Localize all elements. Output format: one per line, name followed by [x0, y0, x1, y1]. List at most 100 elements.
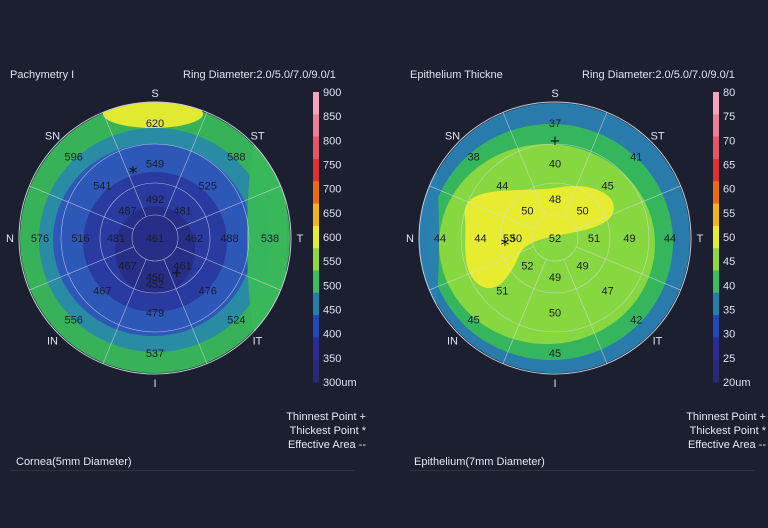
colorbar-swatch: [313, 315, 319, 338]
ring3-value: 42: [630, 314, 642, 326]
colorbar-tick-label: 30: [723, 329, 735, 341]
ring1-value: 49: [576, 261, 588, 273]
sector-line: [429, 246, 534, 291]
ring3-value: 537: [146, 348, 164, 360]
direction-label-s: S: [151, 88, 158, 100]
map-outer-ring: [18, 101, 292, 375]
ring3-value: 44: [664, 233, 676, 245]
sector-line: [102, 112, 147, 217]
effective-area-label: Effective Area --: [687, 439, 766, 451]
colorbar-swatch: [313, 158, 319, 182]
direction-label-in: IN: [447, 336, 458, 348]
ring3-value: 45: [468, 314, 480, 326]
ring3-value: 41: [630, 152, 642, 164]
colorbar-tick-label: 300um: [323, 377, 357, 389]
colorbar-swatch: [313, 337, 319, 361]
sector-line: [576, 185, 681, 230]
ring3-value: 588: [227, 152, 245, 164]
center-value: 52: [549, 233, 561, 245]
ring3-value: 37: [549, 118, 561, 130]
ring2-value: 47: [602, 286, 614, 298]
colorbar-tick-label: 70: [723, 135, 735, 147]
colorbar-swatch: [713, 225, 719, 249]
sector-line: [576, 246, 681, 291]
ring2-value: 50: [549, 308, 561, 320]
ring3-value: 45: [549, 348, 561, 360]
colorbar-tick-label: 350: [323, 353, 341, 365]
ring1-value: 461: [173, 261, 191, 273]
colorbar-swatch: [313, 359, 319, 383]
colorbar-swatch: [313, 92, 319, 115]
ring3-value: 44: [434, 233, 446, 245]
center-value: 461: [146, 233, 164, 245]
thickest-point-label: Thickest Point *: [689, 425, 766, 437]
colorbar-tick-label: 45: [723, 256, 735, 268]
direction-label-s: S: [551, 88, 558, 100]
sector-line: [29, 185, 134, 230]
colorbar-tick-label: 25: [723, 353, 735, 365]
direction-label-i: I: [553, 378, 556, 390]
colorbar-swatch: [313, 225, 319, 249]
direction-label-it: IT: [653, 336, 663, 348]
thinnest-point-label: Thinnest Point +: [686, 411, 766, 423]
colorbar-tick-label: 65: [723, 160, 735, 172]
colorbar-tick-label: 550: [323, 256, 341, 268]
ring2-value: 51: [496, 286, 508, 298]
direction-label-n: N: [406, 233, 414, 245]
ring1-value: 481: [107, 233, 125, 245]
direction-label-st: ST: [250, 130, 264, 142]
colorbar-swatch: [713, 337, 719, 361]
colorbar-swatch: [713, 114, 719, 138]
colorbar-tick-label: 600: [323, 232, 341, 244]
ring1-value: 51: [588, 233, 600, 245]
color-region: [103, 102, 203, 128]
colorbar-swatch: [713, 92, 719, 115]
sector-line: [163, 112, 208, 217]
colorbar-swatch: [713, 203, 719, 227]
colorbar-tick-label: 80: [723, 87, 735, 99]
ring1-value: 450: [146, 272, 164, 284]
direction-label-i: I: [153, 378, 156, 390]
ring1-value: 52: [521, 261, 533, 273]
colorbar-swatch: [713, 270, 719, 294]
colorbar-tick-label: 20um: [723, 377, 751, 389]
ring3-value: 576: [31, 233, 49, 245]
epithelium-map: 52 48 50 51 49 49 52 50 50 40 45 49 47 50 51 44 44 37 41 44…: [406, 87, 751, 390]
colorbar-tick-label: 55: [723, 208, 735, 220]
ring1-value: 487: [118, 205, 136, 217]
direction-label-it: IT: [253, 336, 263, 348]
ring2-value: 541: [93, 180, 111, 192]
thickest-point-label: Thickest Point *: [289, 425, 366, 437]
direction-label-sn: SN: [445, 130, 460, 142]
panel-footer: Cornea(5mm Diameter): [16, 456, 132, 468]
colorbar-swatch: [713, 248, 719, 271]
ring1-value: 492: [146, 194, 164, 206]
colorbar-swatch: [313, 114, 319, 138]
ring-diameter-label: Ring Diameter:2.0/5.0/7.0/9.0/1: [582, 69, 735, 81]
zone-ring: [131, 214, 179, 262]
ring1-value: 50: [576, 205, 588, 217]
sector-line: [163, 259, 208, 364]
colorbar-swatch: [713, 136, 719, 160]
ring2-value: 488: [220, 233, 238, 245]
colorbar-swatch: [313, 292, 319, 316]
ring2-value: 44: [496, 180, 508, 192]
colorbar-tick-label: 800: [323, 135, 341, 147]
colorbar-tick-label: 60: [723, 184, 735, 196]
sector-line: [563, 259, 608, 364]
ring1-value: 48: [549, 194, 561, 206]
ring2-value: 467: [93, 286, 111, 298]
ring3-value: 538: [261, 233, 279, 245]
sector-line: [102, 259, 147, 364]
colorbar-swatch: [313, 248, 319, 271]
ring2-value: 476: [198, 286, 216, 298]
ring1-value: 49: [549, 272, 561, 284]
zone-ring: [99, 182, 211, 294]
colorbar-tick-label: 650: [323, 208, 341, 220]
ring2-value: 549: [146, 159, 164, 171]
panel-title: Pachymetry I: [10, 69, 75, 81]
ring3-value: 620: [146, 118, 164, 130]
color-region: [464, 186, 614, 289]
panel-footer: Epithelium(7mm Diameter): [414, 456, 545, 468]
ring2-value: 45: [602, 180, 614, 192]
